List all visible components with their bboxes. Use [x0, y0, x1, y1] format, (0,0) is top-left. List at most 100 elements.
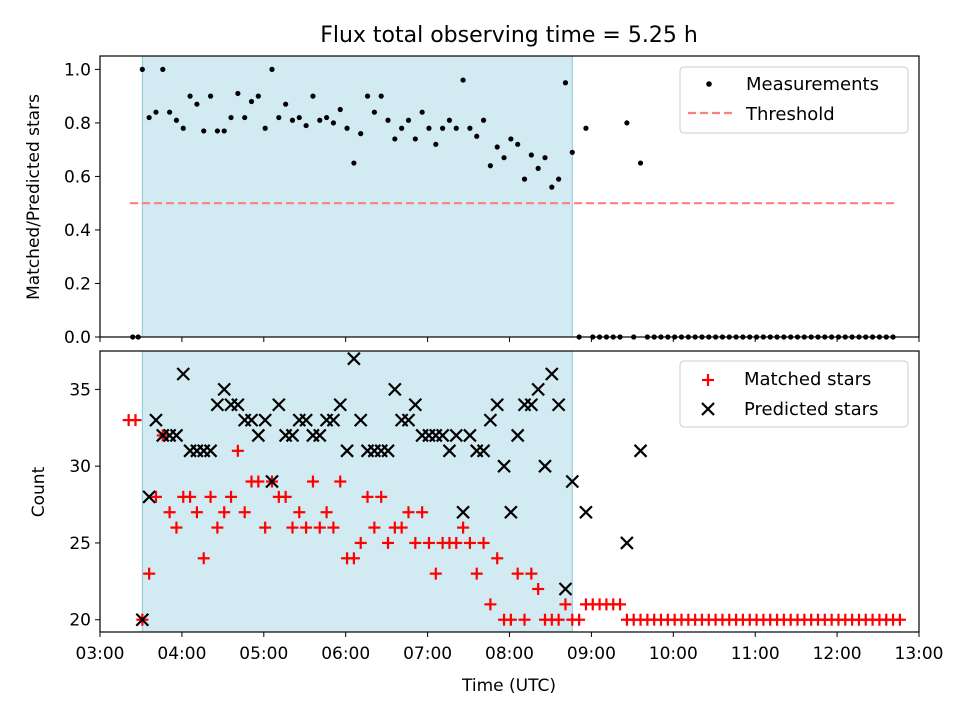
bottom-panel-legend: Matched stars Predicted stars — [679, 360, 909, 428]
measurement-point — [139, 66, 145, 72]
measurement-point — [289, 117, 296, 123]
matched-stars-point — [320, 506, 333, 519]
measurement-point — [556, 176, 562, 182]
matched-stars-point — [347, 552, 360, 565]
y-tick-label: 0.0 — [64, 328, 91, 348]
predicted-stars-point — [545, 367, 559, 381]
matched-stars-point — [300, 521, 313, 534]
measurement-point — [440, 125, 446, 131]
matched-stars-point — [259, 521, 272, 534]
predicted-stars-point — [551, 397, 566, 412]
measurement-point — [378, 93, 384, 99]
matched-stars-point — [286, 521, 299, 534]
measurement-point — [399, 125, 405, 131]
predicted-stars-point — [490, 397, 504, 412]
measurement-point — [201, 128, 207, 134]
matched-stars-point — [368, 521, 381, 534]
predicted-stars-point — [565, 474, 580, 489]
x-tick-label: 03:00 — [76, 644, 125, 664]
legend-label-matched-stars: Matched stars — [744, 369, 871, 390]
matched-stars-point — [197, 552, 210, 565]
measurement-point — [392, 136, 398, 142]
measurement-point — [371, 109, 377, 115]
matched-stars-point — [893, 613, 906, 626]
measurement-point — [583, 125, 589, 131]
matched-stars-point — [470, 567, 483, 580]
measurement-point — [160, 66, 166, 72]
measurement-point — [269, 66, 275, 72]
predicted-stars-point — [326, 413, 341, 427]
matched-stars-point — [429, 567, 442, 580]
top-panel-y-axis: 0.0 0.2 0.4 0.6 0.8 1.0 — [64, 60, 100, 348]
matched-stars-point — [450, 536, 463, 549]
x-tick-label: 08:00 — [485, 644, 534, 664]
legend-label-predicted-stars: Predicted stars — [744, 399, 878, 420]
measurement-point — [167, 109, 173, 115]
matched-stars-point — [218, 506, 231, 519]
measurement-point — [351, 160, 357, 166]
matched-stars-point — [327, 521, 340, 534]
bottom-panel-y-label: Count — [29, 466, 49, 517]
legend-marker-measurements — [706, 81, 712, 87]
predicted-stars-point — [463, 428, 477, 443]
predicted-stars-point — [203, 444, 218, 458]
x-tick-label: 12:00 — [813, 644, 862, 664]
measurement-point — [317, 117, 323, 123]
predicted-stars-point — [388, 382, 402, 397]
predicted-stars-point — [340, 444, 354, 458]
predicted-stars-point — [353, 413, 368, 427]
measurement-point — [242, 114, 248, 121]
measurement-point — [358, 131, 364, 137]
measurement-point — [433, 141, 439, 147]
measurement-point — [508, 136, 514, 142]
measurement-point — [446, 117, 453, 123]
measurement-point — [235, 90, 241, 97]
matched-stars-point — [204, 490, 217, 503]
measurement-point — [385, 117, 391, 123]
matched-stars-point — [518, 613, 531, 626]
predicted-stars-point — [476, 444, 491, 458]
matched-stars-point — [559, 598, 572, 611]
top-panel: 0.0 0.2 0.4 0.6 0.8 1.0 Matched/Predicted sta… — [24, 55, 920, 348]
measurement-point — [419, 109, 425, 115]
measurement-point — [310, 93, 316, 99]
measurement-point — [542, 155, 548, 161]
predicted-stars-point — [558, 582, 573, 596]
matched-stars-point — [525, 567, 538, 580]
matched-stars-point — [129, 414, 142, 427]
matched-stars-point — [511, 567, 524, 580]
matched-stars-point — [504, 613, 517, 626]
measurement-point — [296, 114, 302, 121]
matched-stars-point — [573, 613, 586, 626]
predicted-stars-point — [210, 397, 225, 412]
y-tick-label: 0.6 — [64, 167, 91, 187]
matched-stars-point — [484, 598, 497, 611]
y-tick-label: 20 — [69, 611, 91, 631]
measurement-point — [467, 125, 473, 131]
matched-stars-point — [279, 490, 292, 503]
matched-stars-point — [409, 536, 422, 549]
x-tick-label: 06:00 — [321, 644, 370, 664]
measurement-point — [255, 93, 261, 99]
measurement-point — [453, 125, 459, 131]
measurement-point — [323, 114, 330, 121]
matched-stars-point — [614, 598, 627, 611]
measurement-point — [248, 98, 255, 105]
predicted-stars-point — [510, 428, 525, 443]
matched-stars-point — [422, 536, 435, 549]
predicted-stars-point — [285, 428, 300, 443]
predicted-stars-point — [244, 413, 259, 427]
measurement-point — [562, 80, 569, 86]
measurement-point — [487, 163, 493, 169]
measurement-point — [528, 152, 534, 158]
top-panel-x-ticks — [99, 337, 920, 342]
predicted-stars-point — [435, 428, 450, 443]
measurement-point — [180, 125, 186, 131]
legend-marker-predicted-stars — [701, 402, 715, 416]
predicted-stars-point — [217, 382, 231, 397]
predicted-stars-point — [299, 413, 313, 427]
matched-stars-point — [149, 490, 162, 503]
x-tick-label: 11:00 — [731, 644, 780, 664]
